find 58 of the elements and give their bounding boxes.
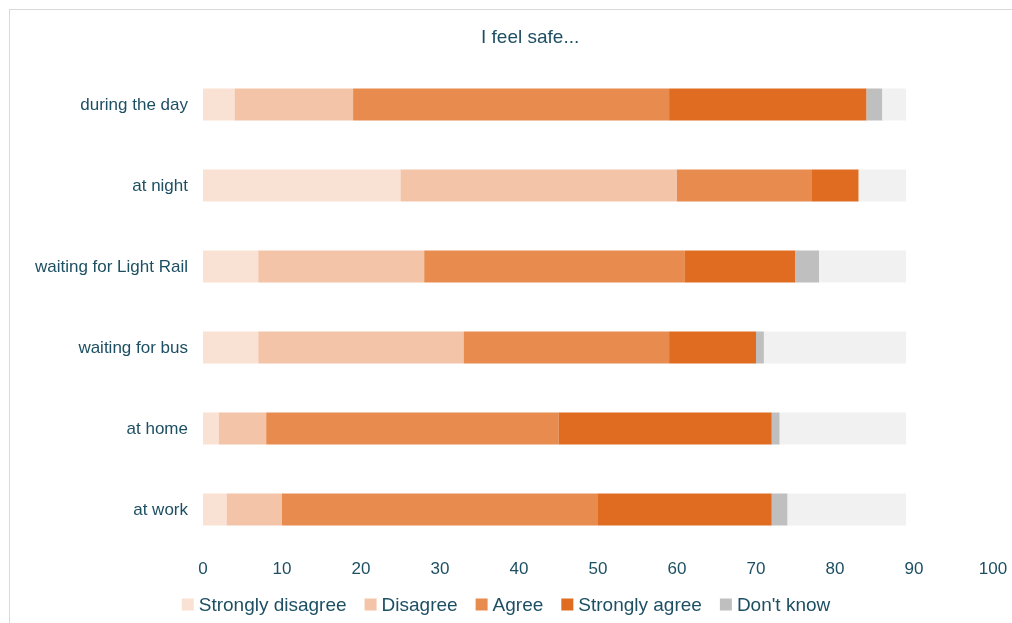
y-tick-label: at night xyxy=(132,176,189,195)
bar xyxy=(282,493,598,526)
bar xyxy=(226,493,282,526)
bar xyxy=(771,412,780,445)
x-tick-label: 80 xyxy=(825,559,845,578)
x-tick-label: 90 xyxy=(904,559,924,578)
bar xyxy=(795,250,820,283)
y-tick-label: at work xyxy=(133,500,189,519)
bar xyxy=(677,169,812,202)
x-tick-label: 100 xyxy=(978,559,1008,578)
x-tick-label: 20 xyxy=(351,559,371,578)
bar xyxy=(258,331,464,364)
legend-label: Disagree xyxy=(381,594,458,615)
x-tick-label: 60 xyxy=(667,559,687,578)
y-tick-label: waiting for bus xyxy=(77,338,188,357)
x-tick-label: 10 xyxy=(272,559,292,578)
bar xyxy=(400,169,677,202)
bar xyxy=(203,412,219,445)
bar xyxy=(787,493,907,526)
x-tick-label: 40 xyxy=(509,559,529,578)
legend-label: Strongly disagree xyxy=(198,594,347,615)
bar xyxy=(763,331,907,364)
bar xyxy=(353,88,670,121)
bar xyxy=(811,169,859,202)
chart-title: I feel safe... xyxy=(481,26,580,47)
legend-label: Strongly agree xyxy=(578,594,702,615)
bar xyxy=(203,250,259,283)
x-tick-label: 70 xyxy=(746,559,766,578)
x-tick-label: 0 xyxy=(198,559,208,578)
bar xyxy=(203,88,235,121)
bar xyxy=(234,88,354,121)
x-tick-label: 50 xyxy=(588,559,608,578)
bar xyxy=(771,493,788,526)
legend-label: Agree xyxy=(492,594,544,615)
bar xyxy=(669,331,756,364)
bar xyxy=(819,250,907,283)
bar xyxy=(258,250,425,283)
bar xyxy=(558,412,772,445)
bar xyxy=(203,493,227,526)
bar xyxy=(669,88,867,121)
y-tick-label: waiting for Light Rail xyxy=(33,257,188,276)
bar xyxy=(858,169,907,202)
bar xyxy=(424,250,685,283)
bar xyxy=(684,250,796,283)
bar xyxy=(882,88,907,121)
bar xyxy=(779,412,907,445)
bar xyxy=(866,88,883,121)
legend-label: Don't know xyxy=(736,594,831,615)
y-tick-label: at home xyxy=(126,419,188,438)
bar xyxy=(218,412,267,445)
bar xyxy=(203,331,259,364)
x-tick-label: 30 xyxy=(430,559,450,578)
bar xyxy=(756,331,764,364)
bar xyxy=(463,331,670,364)
y-tick-label: during the day xyxy=(80,95,189,114)
bar xyxy=(203,169,401,202)
bar xyxy=(598,493,772,526)
bar xyxy=(266,412,559,445)
